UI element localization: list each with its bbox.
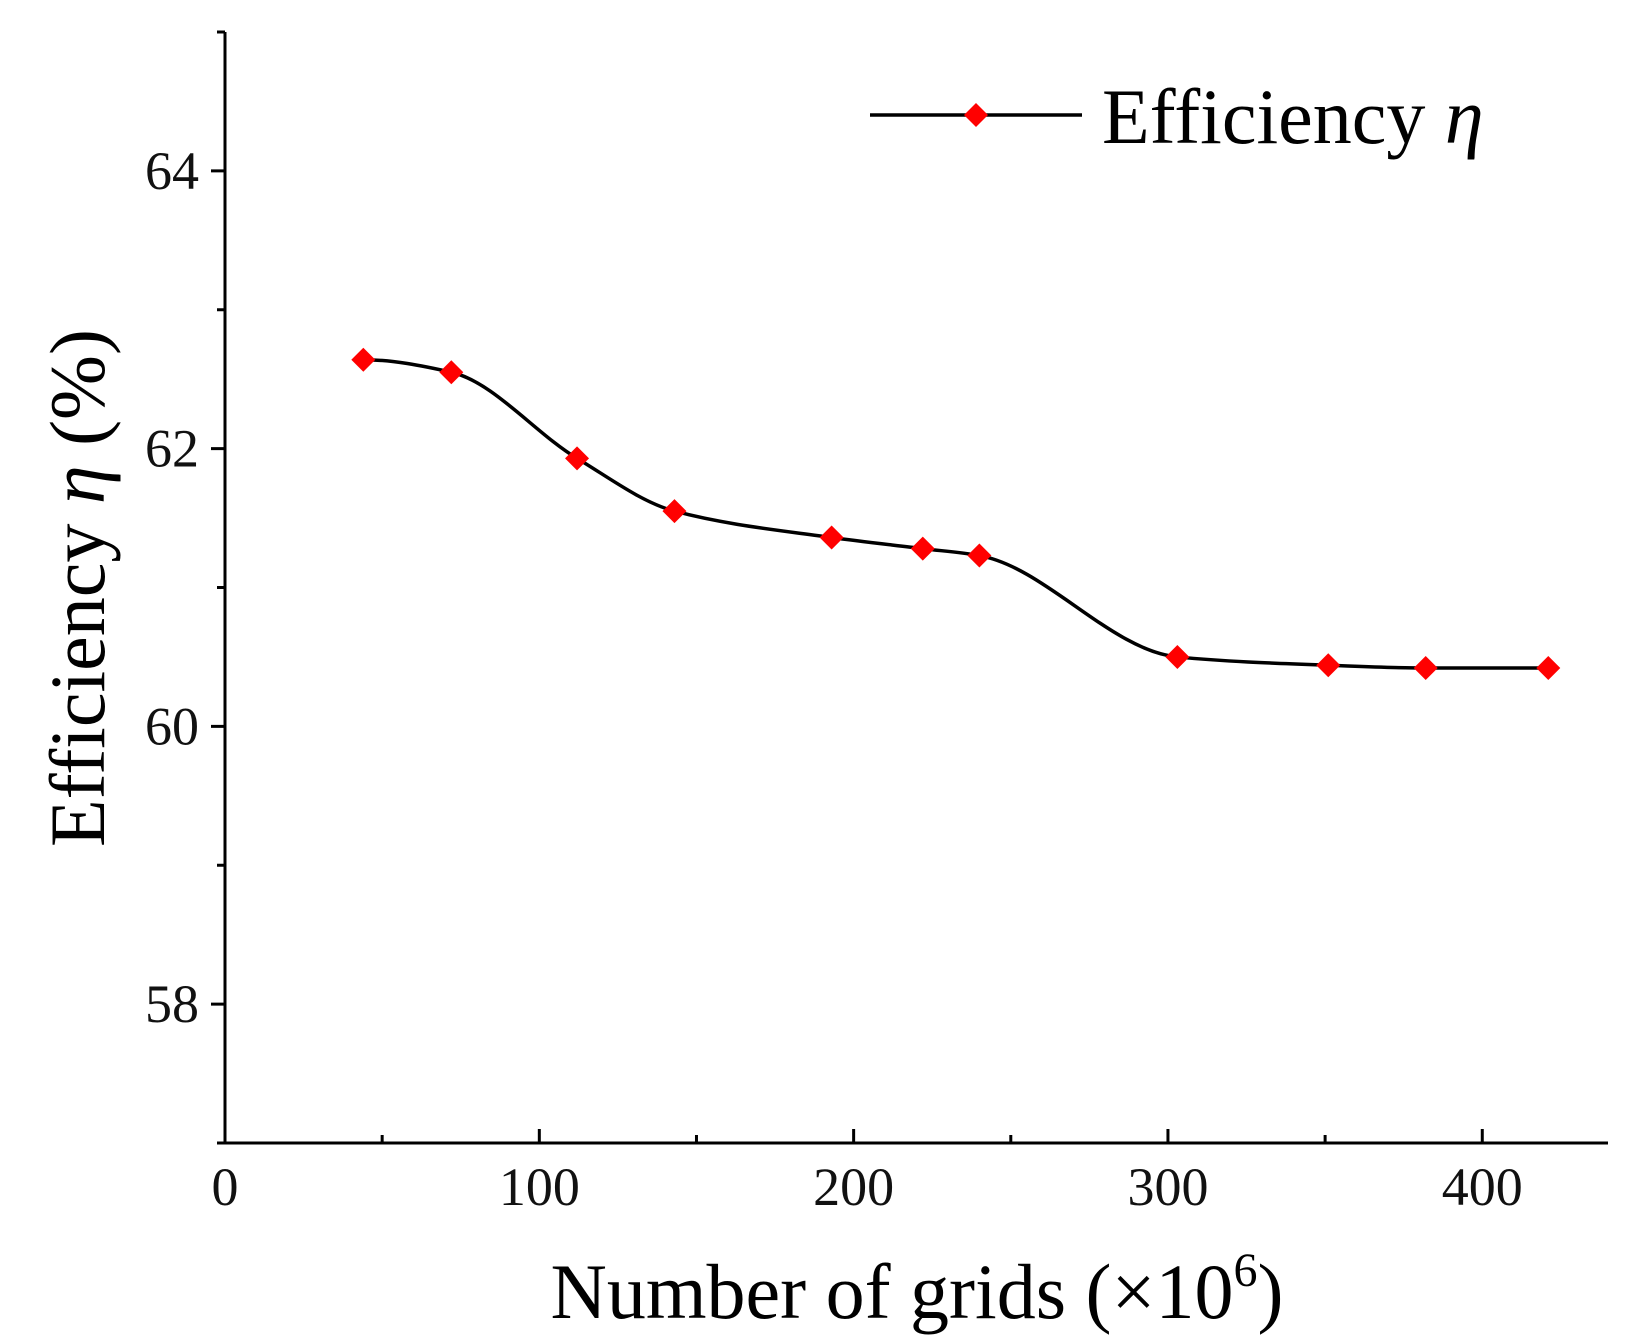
data-point-marker [967, 543, 992, 568]
x-tick-label: 100 [499, 1157, 580, 1217]
y-axis-title: Efficiency η (%) [34, 329, 121, 847]
x-ticks: 0 100 200 300 400 [212, 1129, 1523, 1217]
x-axis-title-exponent: 6 [1234, 1244, 1258, 1297]
data-point-marker [1536, 656, 1561, 681]
data-point-marker [351, 347, 376, 372]
y-tick-label: 58 [145, 974, 199, 1034]
legend-label: Efficiency η [1102, 73, 1484, 160]
x-tick-label: 300 [1127, 1157, 1208, 1217]
data-point-marker [565, 446, 590, 471]
x-tick-label: 400 [1442, 1157, 1523, 1217]
series-line-efficiency [363, 357, 1549, 670]
data-point-marker [910, 536, 935, 561]
data-point-marker [439, 360, 464, 385]
x-axis-title-close: ) [1258, 1248, 1284, 1335]
data-point-marker [662, 499, 687, 524]
legend: Efficiency η [870, 73, 1484, 160]
data-point-marker [1316, 653, 1341, 678]
axes [223, 32, 1608, 1145]
y-axis-title-unit: (%) [34, 329, 121, 465]
y-tick-label: 64 [145, 141, 199, 201]
x-tick-label: 0 [212, 1157, 239, 1217]
data-point-marker [819, 525, 844, 550]
x-axis-title: Number of grids (×106) [550, 1244, 1283, 1335]
series-layer [351, 347, 1561, 681]
y-axis-title-symbol: η [34, 465, 121, 504]
legend-marker-sample [964, 103, 988, 127]
legend-label-symbol: η [1445, 73, 1484, 160]
data-point-marker [1165, 644, 1190, 669]
data-point-marker [1413, 656, 1438, 681]
y-tick-label: 60 [145, 696, 199, 756]
y-ticks: 58 60 62 64 [145, 30, 225, 1145]
x-tick-label: 200 [813, 1157, 894, 1217]
y-tick-label: 62 [145, 419, 199, 479]
